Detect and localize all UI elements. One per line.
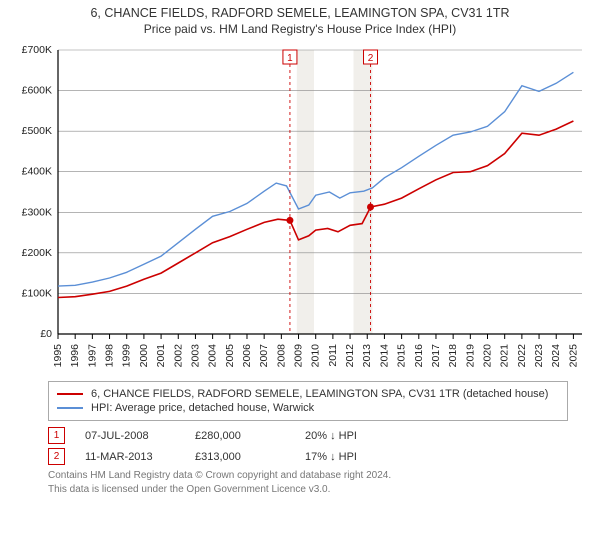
svg-text:2021: 2021 (499, 344, 511, 368)
footer-line: Contains HM Land Registry data © Crown c… (48, 469, 568, 483)
svg-text:£300K: £300K (22, 206, 52, 218)
legend-swatch (57, 407, 83, 409)
sales-table: 1 07-JUL-2008 £280,000 20% ↓ HPI 2 11-MA… (48, 427, 568, 465)
svg-text:2013: 2013 (361, 344, 373, 368)
chart-plot: £0 £100K £200K £300K £400K £500K £600K £700K 199… (10, 42, 590, 375)
legend-swatch (57, 393, 83, 395)
svg-text:2: 2 (368, 53, 374, 64)
chart-title-line2: Price paid vs. HM Land Registry's House … (10, 22, 590, 36)
svg-text:2008: 2008 (275, 344, 287, 368)
svg-text:£600K: £600K (22, 85, 52, 97)
legend-item: 6, CHANCE FIELDS, RADFORD SEMELE, LEAMIN… (57, 388, 559, 400)
svg-text:2001: 2001 (155, 344, 167, 368)
svg-text:2020: 2020 (482, 344, 494, 368)
svg-text:2011: 2011 (327, 344, 339, 367)
sale-price: £313,000 (195, 451, 285, 463)
chart-title-line1: 6, CHANCE FIELDS, RADFORD SEMELE, LEAMIN… (10, 6, 590, 20)
svg-text:2025: 2025 (567, 344, 579, 368)
footer: Contains HM Land Registry data © Crown c… (48, 469, 568, 496)
svg-text:2018: 2018 (447, 344, 459, 368)
svg-text:2012: 2012 (344, 344, 356, 368)
svg-text:2014: 2014 (378, 344, 390, 368)
svg-text:1997: 1997 (86, 344, 98, 368)
svg-text:2005: 2005 (224, 344, 236, 368)
svg-text:2000: 2000 (138, 344, 150, 368)
svg-text:£200K: £200K (22, 247, 52, 259)
svg-text:2024: 2024 (550, 344, 562, 368)
svg-text:2004: 2004 (207, 344, 219, 368)
svg-text:2023: 2023 (533, 344, 545, 368)
svg-text:£700K: £700K (22, 44, 52, 56)
svg-text:1: 1 (287, 53, 293, 64)
svg-text:£500K: £500K (22, 125, 52, 137)
svg-text:2002: 2002 (172, 344, 184, 368)
svg-text:£100K: £100K (22, 287, 52, 299)
svg-text:£0: £0 (40, 328, 52, 340)
svg-text:2022: 2022 (516, 344, 528, 368)
sale-date: 07-JUL-2008 (85, 430, 175, 442)
sale-price: £280,000 (195, 430, 285, 442)
sale-row: 1 07-JUL-2008 £280,000 20% ↓ HPI (48, 427, 568, 444)
legend: 6, CHANCE FIELDS, RADFORD SEMELE, LEAMIN… (48, 381, 568, 421)
svg-text:2007: 2007 (258, 344, 270, 368)
legend-label: 6, CHANCE FIELDS, RADFORD SEMELE, LEAMIN… (91, 388, 548, 400)
svg-text:£400K: £400K (22, 166, 52, 178)
sale-delta: 20% ↓ HPI (305, 430, 395, 442)
svg-text:2019: 2019 (464, 344, 476, 368)
sale-badge: 1 (48, 427, 65, 444)
sale-delta: 17% ↓ HPI (305, 451, 395, 463)
svg-text:2016: 2016 (413, 344, 425, 368)
legend-item: HPI: Average price, detached house, Warw… (57, 402, 559, 414)
svg-text:2009: 2009 (293, 344, 305, 368)
sale-date: 11-MAR-2013 (85, 451, 175, 463)
footer-line: This data is licensed under the Open Gov… (48, 483, 568, 497)
svg-text:2015: 2015 (396, 344, 408, 368)
svg-text:2003: 2003 (189, 344, 201, 368)
svg-text:2006: 2006 (241, 344, 253, 368)
sale-badge: 2 (48, 448, 65, 465)
svg-text:2010: 2010 (310, 344, 322, 368)
svg-text:1999: 1999 (121, 344, 133, 368)
svg-text:1995: 1995 (52, 344, 64, 368)
legend-label: HPI: Average price, detached house, Warw… (91, 402, 314, 414)
svg-text:2017: 2017 (430, 344, 442, 368)
svg-text:1998: 1998 (104, 344, 116, 368)
sale-row: 2 11-MAR-2013 £313,000 17% ↓ HPI (48, 448, 568, 465)
svg-text:1996: 1996 (69, 344, 81, 368)
